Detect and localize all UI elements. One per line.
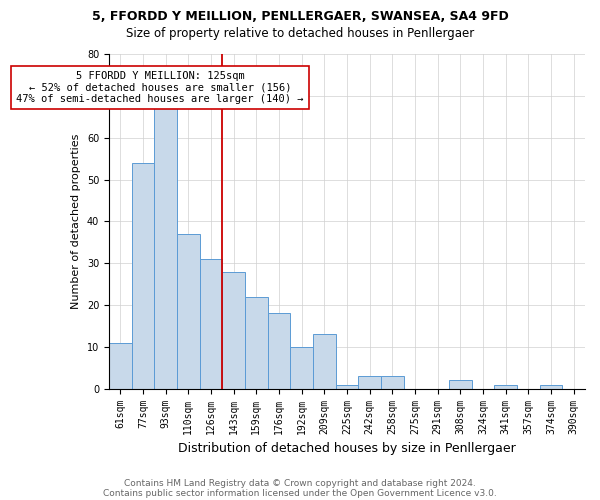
Text: Size of property relative to detached houses in Penllergaer: Size of property relative to detached ho… — [126, 28, 474, 40]
Bar — [154, 108, 177, 388]
Bar — [109, 342, 131, 388]
X-axis label: Distribution of detached houses by size in Penllergaer: Distribution of detached houses by size … — [178, 442, 516, 455]
Bar — [335, 384, 358, 388]
Bar — [245, 296, 268, 388]
Text: Contains public sector information licensed under the Open Government Licence v3: Contains public sector information licen… — [103, 488, 497, 498]
Text: Contains HM Land Registry data © Crown copyright and database right 2024.: Contains HM Land Registry data © Crown c… — [124, 478, 476, 488]
Bar — [268, 314, 290, 388]
Bar — [539, 384, 562, 388]
Bar — [290, 347, 313, 389]
Y-axis label: Number of detached properties: Number of detached properties — [71, 134, 81, 309]
Bar — [494, 384, 517, 388]
Bar — [358, 376, 381, 388]
Bar — [177, 234, 200, 388]
Bar — [313, 334, 335, 388]
Text: 5 FFORDD Y MEILLION: 125sqm
← 52% of detached houses are smaller (156)
47% of se: 5 FFORDD Y MEILLION: 125sqm ← 52% of det… — [16, 70, 304, 104]
Bar — [449, 380, 472, 388]
Bar — [222, 272, 245, 388]
Bar — [131, 163, 154, 388]
Bar — [381, 376, 404, 388]
Text: 5, FFORDD Y MEILLION, PENLLERGAER, SWANSEA, SA4 9FD: 5, FFORDD Y MEILLION, PENLLERGAER, SWANS… — [92, 10, 508, 23]
Bar — [200, 259, 222, 388]
